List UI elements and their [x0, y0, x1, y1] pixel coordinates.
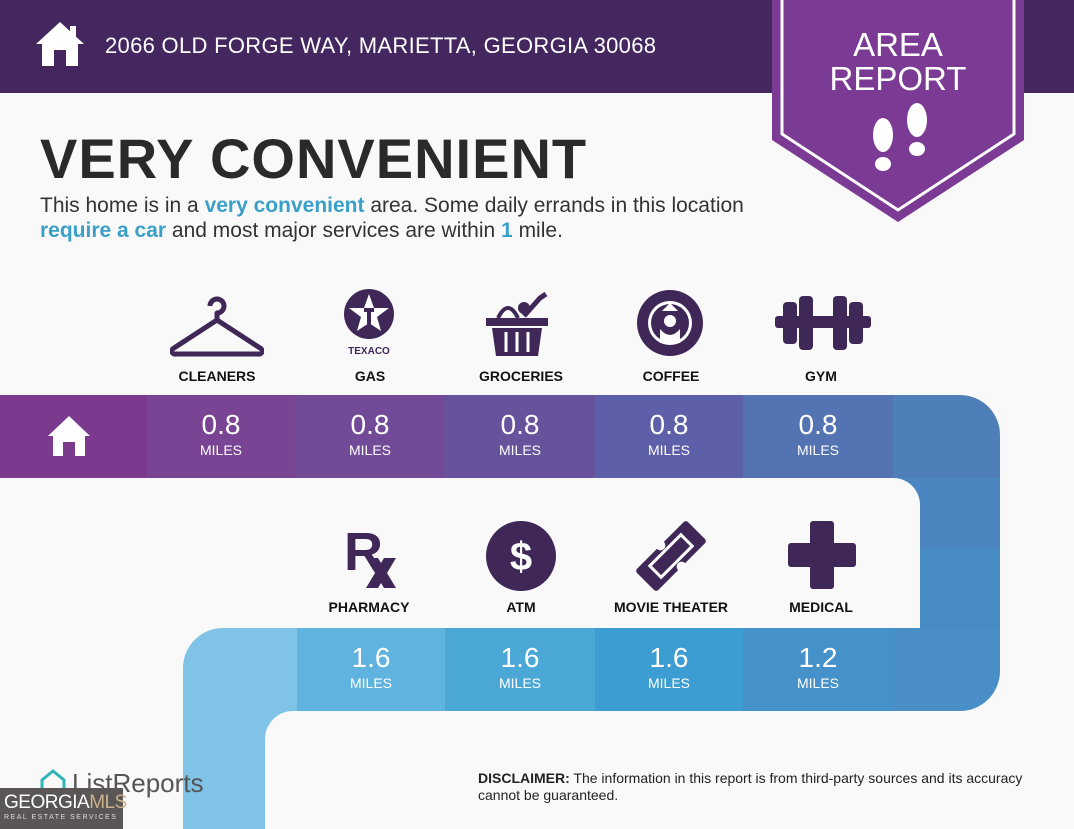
area-report-badge: AREA REPORT: [772, 0, 1024, 222]
distance-cell-medical: 1.2 MILES: [743, 628, 893, 711]
headline: VERY CONVENIENT: [40, 127, 588, 190]
label-coffee: COFFEE: [642, 368, 700, 384]
distance-cell-atm: 1.6 MILES: [445, 628, 595, 711]
label-gas: GAS: [354, 368, 386, 384]
path-corner-bottom: [893, 628, 1000, 711]
svg-text:$: $: [510, 535, 532, 579]
label-medical: MEDICAL: [789, 599, 853, 615]
cross-icon: [788, 521, 856, 589]
basket-icon: [486, 291, 548, 356]
path-inner-mask: [868, 478, 920, 628]
rx-icon: R: [344, 522, 396, 588]
distance-cell-coffee: 0.8 MILES: [595, 395, 743, 478]
label-gym: GYM: [805, 368, 837, 384]
dumbbell-icon: [775, 296, 871, 350]
footprints-icon: [873, 103, 927, 171]
dollar-icon: $: [486, 521, 556, 591]
badge-line-2: REPORT: [830, 60, 967, 97]
ticket-icon: [636, 521, 706, 591]
distance-cell-pharmacy: 1.6 MILES: [297, 628, 445, 711]
home-icon: [48, 416, 90, 456]
distance-cell-movie-theater: 1.6 MILES: [595, 628, 743, 711]
disclaimer: DISCLAIMER: The information in this repo…: [478, 770, 1023, 803]
starbucks-icon: [637, 290, 703, 356]
label-cleaners: CLEANERS: [178, 368, 256, 384]
home-icon: [36, 22, 84, 66]
distance-cell-cleaners: 0.8 MILES: [147, 395, 295, 478]
path-vertical: [920, 478, 1000, 548]
label-atm: ATM: [506, 599, 536, 615]
badge-line-1: AREA: [853, 26, 943, 63]
distance-cell-groceries: 0.8 MILES: [445, 395, 595, 478]
path-vertical: [920, 548, 1000, 628]
label-groceries: GROCERIES: [478, 368, 563, 384]
property-address: 2066 OLD FORGE WAY, MARIETTA, GEORGIA 30…: [105, 33, 657, 58]
distance-cell-gym: 0.8 MILES: [743, 395, 893, 478]
label-pharmacy: PHARMACY: [328, 599, 410, 615]
path-inner-mask-2: [265, 711, 305, 829]
distance-cell-gas: 0.8 MILES: [295, 395, 445, 478]
texaco-icon: TEXACO: [344, 289, 394, 357]
svg-text:TEXACO: TEXACO: [348, 346, 390, 357]
hanger-icon: [170, 296, 264, 357]
label-movie-theater: MOVIE THEATER: [613, 599, 729, 615]
description: This home is in a very convenient area. …: [40, 194, 744, 242]
path-corner-top: [893, 395, 1000, 478]
georgia-mls-logo: GEORGIAMLS REAL ESTATE SERVICES: [0, 788, 127, 829]
